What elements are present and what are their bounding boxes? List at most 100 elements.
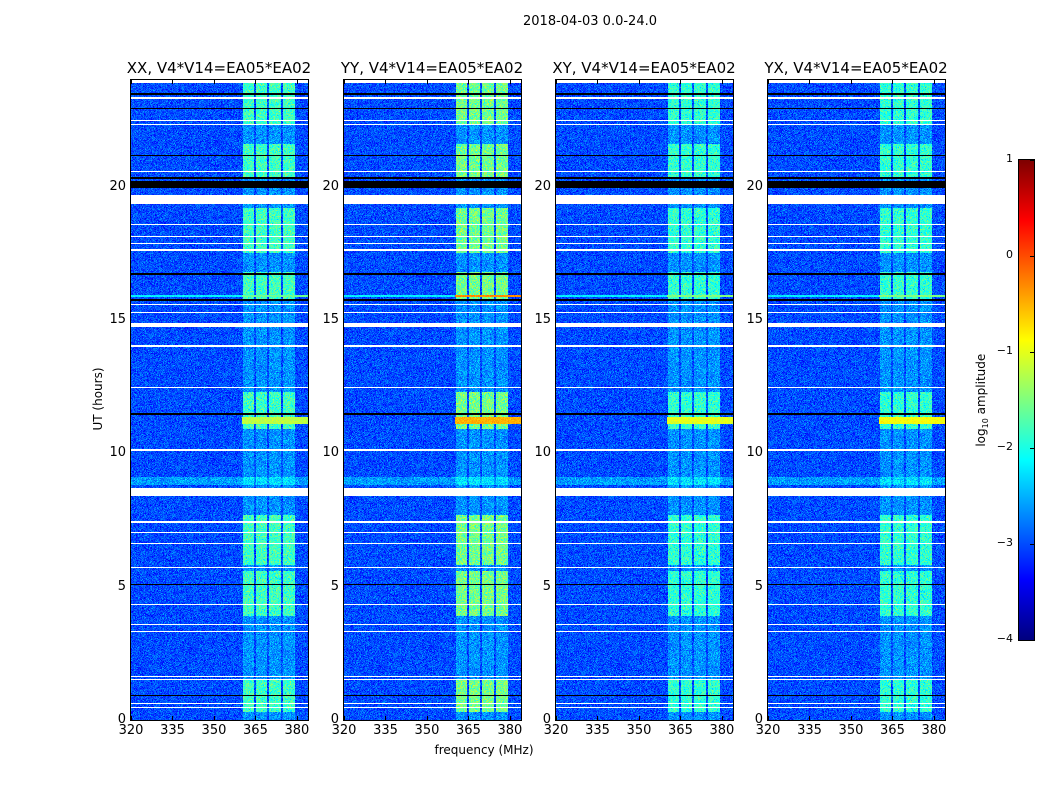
x-tick-mark xyxy=(344,80,345,84)
x-tick-mark xyxy=(892,716,894,720)
colorbar-label: log10 amplitude xyxy=(973,353,991,447)
y-tick-label: 10 xyxy=(746,445,763,461)
y-axis-label: UT (hours) xyxy=(91,367,105,431)
colorbar-tick-mark xyxy=(1030,256,1034,257)
x-tick-mark xyxy=(933,716,935,720)
colorbar-tick-label: −2 xyxy=(996,440,1013,453)
x-tick-label: 380 xyxy=(709,723,735,738)
panel-title: XX, V4*V14=EA05*EA02 xyxy=(126,59,312,77)
y-tick-label: 20 xyxy=(322,178,339,194)
x-tick-mark xyxy=(680,80,682,84)
x-tick-mark xyxy=(172,716,174,720)
y-tick-label: 15 xyxy=(322,312,339,327)
x-tick-mark xyxy=(131,716,132,720)
x-tick-mark xyxy=(255,716,257,720)
x-tick-mark xyxy=(556,716,557,720)
x-tick-mark xyxy=(468,80,470,84)
y-tick-label: 15 xyxy=(109,312,126,327)
figure-suptitle: 2018-04-03 0.0-24.0 xyxy=(523,14,657,29)
x-tick-mark xyxy=(426,716,428,720)
heatmap-panel-yy xyxy=(344,80,521,720)
x-tick-label: 350 xyxy=(838,723,864,738)
x-tick-label: 320 xyxy=(331,723,357,738)
x-tick-mark xyxy=(385,80,387,84)
y-tick-label: 5 xyxy=(754,578,763,594)
y-tick-label: 5 xyxy=(542,578,551,594)
colorbar-tick-label: −3 xyxy=(996,536,1013,549)
x-tick-mark xyxy=(638,716,640,720)
x-tick-mark xyxy=(768,716,769,720)
x-tick-label: 335 xyxy=(585,723,610,738)
x-tick-mark xyxy=(638,80,640,84)
y-tick-label: 0 xyxy=(117,712,126,727)
x-tick-mark xyxy=(892,80,894,84)
x-tick-label: 335 xyxy=(160,723,185,738)
y-tick-label: 5 xyxy=(117,578,126,594)
x-tick-mark xyxy=(850,716,852,720)
y-tick-label: 20 xyxy=(534,178,551,194)
colorbar-tick-mark xyxy=(1030,160,1034,161)
x-tick-mark xyxy=(172,80,174,84)
x-tick-label: 320 xyxy=(543,723,569,738)
x-tick-label: 320 xyxy=(755,723,781,738)
colorbar-tick-label: −1 xyxy=(996,344,1013,357)
x-tick-mark xyxy=(680,716,682,720)
colorbar-tick-label: 1 xyxy=(1006,152,1013,165)
panel-title: YX, V4*V14=EA05*EA02 xyxy=(764,59,948,77)
panel-title: YY, V4*V14=EA05*EA02 xyxy=(340,59,524,77)
x-tick-label: 350 xyxy=(201,723,227,738)
x-tick-label: 365 xyxy=(456,723,481,738)
colorbar-tick-mark xyxy=(1030,352,1034,353)
y-tick-label: 15 xyxy=(534,312,551,327)
x-axis-label: frequency (MHz) xyxy=(434,743,534,757)
heatmap-panel-yx xyxy=(768,80,945,720)
x-tick-mark xyxy=(213,80,215,84)
x-tick-mark xyxy=(344,716,345,720)
x-tick-label: 335 xyxy=(797,723,822,738)
colorbar-tick-mark xyxy=(1030,544,1034,545)
y-tick-label: 20 xyxy=(746,178,763,194)
y-tick-label: 10 xyxy=(534,445,551,461)
x-tick-mark xyxy=(296,716,298,720)
x-tick-mark xyxy=(131,80,132,84)
x-tick-mark xyxy=(597,80,599,84)
x-tick-label: 365 xyxy=(243,723,268,738)
x-tick-mark xyxy=(850,80,852,84)
colorbar-gradient xyxy=(1019,160,1034,640)
x-tick-mark xyxy=(296,80,298,84)
x-tick-label: 380 xyxy=(284,723,310,738)
colorbar-tick-mark xyxy=(1030,448,1034,449)
x-tick-mark xyxy=(213,716,215,720)
colorbar-tick-mark xyxy=(1030,640,1034,641)
colorbar-tick-label: 0 xyxy=(1006,248,1013,261)
x-tick-mark xyxy=(721,716,723,720)
x-tick-mark xyxy=(721,80,723,84)
panel-title: XY, V4*V14=EA05*EA02 xyxy=(552,59,736,77)
heatmap-panel-xy xyxy=(556,80,733,720)
x-tick-mark xyxy=(385,716,387,720)
y-tick-label: 10 xyxy=(109,445,126,461)
x-tick-label: 320 xyxy=(118,723,144,738)
x-tick-mark xyxy=(255,80,257,84)
x-tick-mark xyxy=(809,80,811,84)
heatmap-panel-xx xyxy=(131,80,308,720)
y-tick-label: 0 xyxy=(542,712,551,727)
y-tick-label: 20 xyxy=(109,178,126,194)
x-tick-mark xyxy=(809,716,811,720)
y-tick-label: 0 xyxy=(330,712,339,727)
x-tick-label: 365 xyxy=(668,723,693,738)
x-tick-label: 335 xyxy=(373,723,398,738)
x-tick-mark xyxy=(509,80,511,84)
x-tick-label: 350 xyxy=(414,723,440,738)
x-tick-mark xyxy=(597,716,599,720)
y-tick-label: 15 xyxy=(746,312,763,327)
x-tick-mark xyxy=(426,80,428,84)
y-tick-label: 5 xyxy=(330,578,339,594)
x-tick-mark xyxy=(556,80,557,84)
y-tick-label: 10 xyxy=(322,445,339,461)
x-tick-label: 365 xyxy=(880,723,905,738)
x-tick-mark xyxy=(509,716,511,720)
colorbar-tick-label: −4 xyxy=(996,632,1013,645)
x-tick-label: 380 xyxy=(497,723,523,738)
x-tick-mark xyxy=(468,716,470,720)
